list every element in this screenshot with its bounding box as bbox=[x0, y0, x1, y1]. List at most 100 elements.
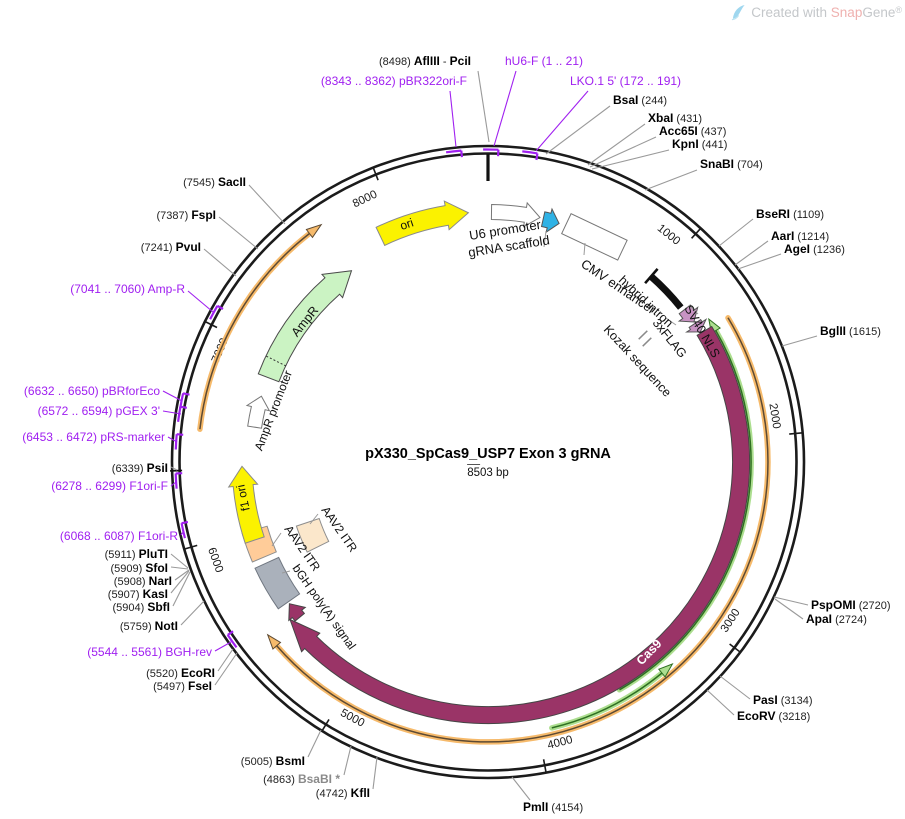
primer-mark-tick-1 bbox=[535, 153, 539, 161]
lko1-5-leader bbox=[535, 90, 589, 152]
scale-tick-5000 bbox=[321, 718, 330, 732]
nari-leader bbox=[174, 569, 190, 581]
plasmid-backbone-outer-ring bbox=[170, 144, 806, 780]
site-label-sbfi: (5904) SbfI bbox=[112, 600, 170, 614]
site-label-sfoi: (5909) SfoI bbox=[110, 561, 168, 575]
plasmid-title: pX330_SpCas9_USP7 Exon 3 gRNA bbox=[365, 446, 611, 462]
bsabi-leader bbox=[343, 745, 352, 776]
site-label-ecorv: EcoRV (3218) bbox=[737, 709, 810, 723]
cmv-enhancer-leader bbox=[583, 242, 586, 256]
ecorv-leader bbox=[706, 689, 735, 716]
site-label-aflIII-pcil: (8498) AflIII - PciI bbox=[379, 54, 471, 68]
orf-orange-main-arrowhead bbox=[266, 633, 282, 650]
kasi-leader bbox=[170, 570, 190, 594]
pbr322ori-f-leader bbox=[449, 90, 457, 148]
aflIII-pcil-leader bbox=[477, 70, 490, 143]
site-label-acc65i: Acc65I (437) bbox=[659, 124, 726, 138]
noti-leader bbox=[180, 600, 205, 626]
watermark-registered-mark: ® bbox=[895, 5, 902, 15]
acc65i-leader bbox=[589, 136, 657, 168]
site-label-apai: ApaI (2724) bbox=[806, 612, 867, 626]
bgh-rev-leader bbox=[214, 641, 232, 652]
site-label-pmli: PmlI (4154) bbox=[523, 800, 583, 814]
kozak-mark-1 bbox=[638, 330, 648, 340]
orf-orange-main-core bbox=[276, 317, 769, 743]
site-label-pluti: (5911) PluTI bbox=[105, 547, 168, 561]
primer-mark-tick-9 bbox=[182, 392, 190, 396]
pgex-3-leader bbox=[162, 410, 182, 415]
site-label-pbr322ori-f: (8343 .. 8362) pBR322ori-F bbox=[321, 74, 467, 88]
label-aav2-itr-inner: AAV2 ITR bbox=[319, 504, 361, 555]
plasmid-title-block: pX330_SpCas9_USP7 Exon 3 gRNA 8503 bp bbox=[365, 446, 611, 481]
site-label-snabi: SnaBI (704) bbox=[700, 157, 763, 171]
sv40-leader bbox=[688, 304, 699, 315]
primer-mark-6 bbox=[174, 473, 178, 489]
kpni-leader bbox=[591, 149, 670, 170]
site-label-bsabi: (4863) BsaBI * bbox=[263, 772, 340, 786]
site-label-bgh-rev: (5544 .. 5561) BGH-rev bbox=[87, 645, 212, 659]
site-label-kfli: (4742) KflI bbox=[316, 786, 370, 800]
orf-green-1-core bbox=[619, 330, 752, 691]
primer-mark-1 bbox=[522, 150, 538, 155]
label-ori: ori bbox=[398, 215, 415, 233]
sv40-nls-feature bbox=[685, 318, 708, 333]
site-label-bsmi: (5005) BsmI bbox=[241, 754, 305, 768]
hu6-f-leader bbox=[493, 70, 517, 147]
site-label-pbrforeco: (6632 .. 6650) pBRforEco bbox=[24, 384, 160, 398]
f1ori-r-leader bbox=[180, 530, 185, 536]
ori-feature bbox=[375, 200, 470, 247]
ampr-cds-feature bbox=[257, 270, 353, 383]
scale-tick-7000 bbox=[204, 320, 218, 329]
sacii-leader bbox=[248, 184, 286, 225]
sfoi-leader bbox=[170, 566, 189, 570]
ampr-promoter-feature bbox=[245, 395, 271, 429]
site-label-amp-r: (7041 .. 7060) Amp-R bbox=[70, 282, 185, 296]
fspi-leader bbox=[218, 216, 259, 250]
site-label-f1ori-f: (6278 .. 6299) F1ori-F bbox=[51, 479, 168, 493]
plasmid-backbone-inner-ring bbox=[178, 152, 798, 772]
bgh-polya-signal-feature bbox=[254, 556, 301, 610]
site-label-pvui: (7241) PvuI bbox=[141, 240, 201, 254]
prs-marker-leader bbox=[167, 436, 178, 443]
grna-scaffold-leader bbox=[543, 230, 547, 248]
bseri-leader bbox=[718, 218, 754, 247]
pbrforeco-leader bbox=[162, 390, 183, 402]
site-label-sacii: (7545) SacII bbox=[183, 175, 246, 189]
site-label-fspi: (7387) FspI bbox=[156, 208, 216, 222]
scale-tick-3000 bbox=[729, 643, 741, 653]
cmv-enhancer-feature bbox=[561, 213, 628, 261]
apai-leader bbox=[774, 598, 804, 620]
site-label-lko1-5: LKO.1 5' (172 .. 191) bbox=[570, 74, 681, 88]
pasi-leader bbox=[719, 675, 751, 700]
kfli-leader bbox=[372, 756, 378, 790]
fsei-leader bbox=[214, 652, 238, 686]
site-label-agei: AgeI (1236) bbox=[784, 242, 845, 256]
primer-mark-tick-5 bbox=[181, 520, 189, 525]
hybrid-intron-end-bar bbox=[644, 268, 659, 285]
bsai-leader bbox=[545, 105, 611, 155]
site-label-bseri: BseRI (1109) bbox=[756, 207, 824, 221]
site-label-nari: (5908) NarI bbox=[114, 574, 172, 588]
aav2-inner-leader bbox=[309, 513, 319, 525]
label-f1-ori: f1 ori bbox=[233, 483, 252, 512]
scale-label-8000: 8000 bbox=[351, 189, 379, 211]
scale-tick-1000 bbox=[691, 227, 702, 239]
site-label-aari: AarI (1214) bbox=[771, 229, 829, 243]
pluti-leader bbox=[170, 553, 189, 569]
site-label-pasi: PasI (3134) bbox=[753, 693, 813, 707]
cas9-tip-feature bbox=[288, 603, 307, 622]
f1-ori-feature bbox=[227, 465, 265, 544]
scale-label-2000: 2000 bbox=[766, 403, 782, 430]
scale-tick-2000 bbox=[789, 432, 803, 435]
amp-r-leader bbox=[187, 290, 214, 313]
kozak-mark-2 bbox=[642, 337, 652, 347]
snapgene-watermark: Created with SnapGene® bbox=[731, 4, 902, 21]
site-label-pgex-3: (6572 .. 6594) pGEX 3' bbox=[38, 404, 160, 418]
pmli-leader bbox=[511, 776, 531, 801]
plasmid-size: 8503 bp bbox=[467, 467, 509, 479]
primer-mark-tick-4 bbox=[227, 630, 234, 636]
orf-green-2-core bbox=[551, 672, 663, 729]
orf-green-2-arrowhead bbox=[657, 663, 674, 678]
watermark-brand-gene: Gene bbox=[862, 5, 896, 20]
